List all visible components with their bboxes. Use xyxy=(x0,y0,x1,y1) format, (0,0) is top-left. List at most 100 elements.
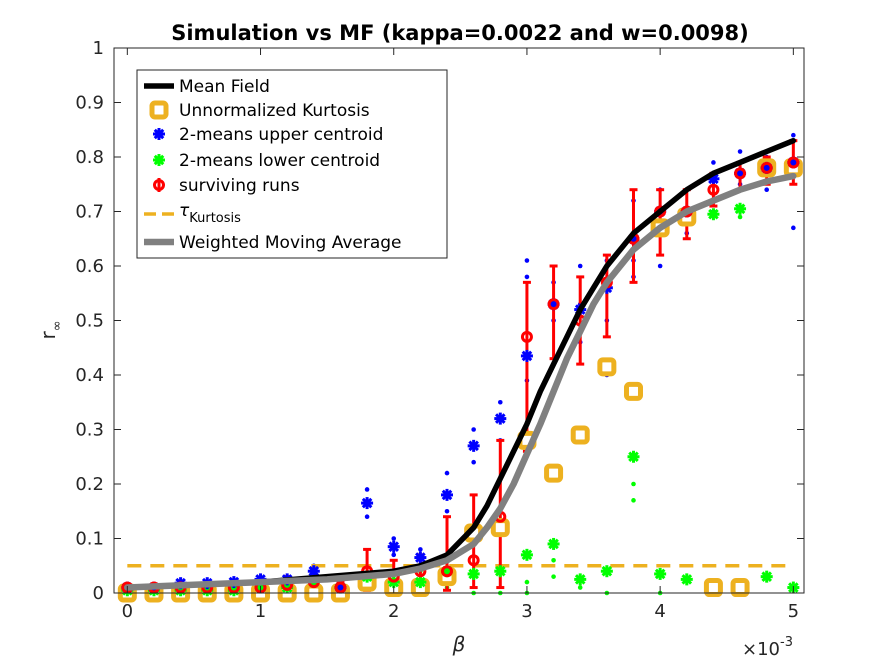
marks-layer xyxy=(117,132,803,603)
x-axis-label: β xyxy=(452,632,466,656)
lower-run-dot xyxy=(524,579,530,585)
x-exponent-power: -3 xyxy=(780,635,793,650)
legend-label-lower: 2-means lower centroid xyxy=(179,151,380,171)
lower-run-dot xyxy=(551,574,556,579)
upper-centroid-point xyxy=(494,412,507,425)
upper-run-dot xyxy=(497,399,503,405)
surviving-point xyxy=(547,298,560,311)
upper-run-dot xyxy=(577,263,583,269)
legend-label-tau-sub: Kurtosis xyxy=(189,211,241,226)
kurtosis-point xyxy=(730,578,750,598)
upper-run-dot xyxy=(524,274,530,280)
lower-centroid-point xyxy=(760,570,773,583)
upper-run-dot xyxy=(391,536,397,541)
y-axis-label-main: r xyxy=(36,331,60,340)
x-tick-label: 5 xyxy=(788,601,799,622)
lower-centroid-point xyxy=(734,202,747,215)
x-tick-label: 1 xyxy=(255,601,266,622)
weighted-moving-average-line xyxy=(124,172,797,591)
surviving-point xyxy=(520,330,533,343)
kurtosis-point xyxy=(544,463,564,483)
upper-centroid-point xyxy=(467,439,480,452)
y-tick-label: 0.6 xyxy=(75,256,104,277)
surviving-point xyxy=(441,565,454,578)
y-axis-label-sub: ∞ xyxy=(50,320,65,331)
surviving-point xyxy=(467,554,480,567)
upper-centroid-point xyxy=(414,551,427,564)
legend-label-tau: τKurtosis xyxy=(179,201,241,226)
lower-centroid-point xyxy=(707,208,720,221)
upper-run-dot xyxy=(471,427,476,432)
x-tick-label: 4 xyxy=(654,601,665,622)
upper-run-dot xyxy=(444,470,450,476)
y-tick-label: 0.4 xyxy=(75,365,104,386)
legend-box xyxy=(136,69,448,259)
upper-run-dot xyxy=(364,487,370,492)
kurtosis-point xyxy=(570,425,590,445)
lower-centroid-point xyxy=(520,548,533,561)
y-tick-label: 0.1 xyxy=(75,529,104,550)
upper-centroid-point xyxy=(520,349,533,362)
legend-swatch-lower xyxy=(153,154,165,166)
x-tick-label: 3 xyxy=(521,601,532,622)
lower-centroid-point xyxy=(467,567,480,580)
legend: Mean Field Unnormalized Kurtosis 2-means u… xyxy=(136,69,448,259)
upper-run-dot xyxy=(391,552,397,558)
upper-centroid-point xyxy=(361,497,374,510)
lower-run-dot xyxy=(577,585,583,590)
legend-label-kurtosis: Unnormalized Kurtosis xyxy=(179,101,370,121)
upper-centroid-point xyxy=(441,488,454,501)
y-tick-label: 0.9 xyxy=(75,93,104,114)
lower-run-dot xyxy=(737,214,743,220)
x-tick-label: 2 xyxy=(388,601,399,622)
upper-run-dot xyxy=(444,508,450,514)
y-tick-label: 0.7 xyxy=(75,202,104,223)
kurtosis-point xyxy=(597,357,617,377)
surviving-point xyxy=(787,156,800,169)
upper-run-dot xyxy=(657,263,663,269)
x-exponent-label: ×10-3 xyxy=(742,635,793,660)
lower-centroid-point xyxy=(600,565,613,578)
surviving-point xyxy=(707,183,720,196)
surviving-point xyxy=(334,581,347,594)
lower-centroid-point xyxy=(574,573,587,586)
surviving-point xyxy=(654,205,667,218)
legend-swatch-surviving xyxy=(153,178,165,192)
y-tick-label: 0 xyxy=(93,583,104,604)
upper-run-dot xyxy=(471,459,476,465)
kurtosis-point xyxy=(703,578,723,598)
lower-centroid-point xyxy=(627,450,640,463)
surviving-point xyxy=(734,167,747,180)
legend-label-tau-main: τ xyxy=(179,201,190,221)
lower-centroid-point xyxy=(414,576,427,589)
y-axis-label: r∞ xyxy=(36,320,65,339)
lower-centroid-point xyxy=(494,565,507,578)
y-tick-label: 0.3 xyxy=(75,420,104,441)
lower-run-dot xyxy=(631,498,636,503)
surviving-point xyxy=(760,161,773,174)
legend-swatch-kurtosis xyxy=(149,100,169,120)
axis-ticks: 0 1 2 3 4 5 0 0.1 0.2 0.3 0.4 0.5 0.6 0.7 0.8 0.9 1 xyxy=(75,38,804,622)
upper-run-dot xyxy=(364,514,370,519)
svg-text:r∞: r∞ xyxy=(36,320,65,339)
upper-run-dot xyxy=(764,187,770,192)
lower-centroid-point xyxy=(654,567,667,580)
legend-label-surviving: surviving runs xyxy=(179,176,300,196)
lower-centroid-point xyxy=(680,573,693,586)
upper-run-dot xyxy=(737,149,743,154)
y-tick-label: 0.5 xyxy=(75,311,104,332)
legend-label-mean-field: Mean Field xyxy=(179,77,270,97)
lower-centroid-point xyxy=(547,537,560,550)
y-tick-label: 0.2 xyxy=(75,474,104,495)
lower-run-dot xyxy=(631,481,636,487)
kurtosis-point xyxy=(623,381,643,401)
upper-run-dot xyxy=(791,225,796,231)
y-tick-label: 1 xyxy=(93,38,104,59)
x-exponent-base: ×10 xyxy=(742,639,780,660)
lower-run-dot xyxy=(551,558,556,563)
chart-title: Simulation vs MF (kappa=0.0022 and w=0.0… xyxy=(171,21,749,45)
upper-run-dot xyxy=(711,160,716,165)
upper-run-dot xyxy=(418,547,423,552)
x-tick-label: 0 xyxy=(122,601,133,622)
